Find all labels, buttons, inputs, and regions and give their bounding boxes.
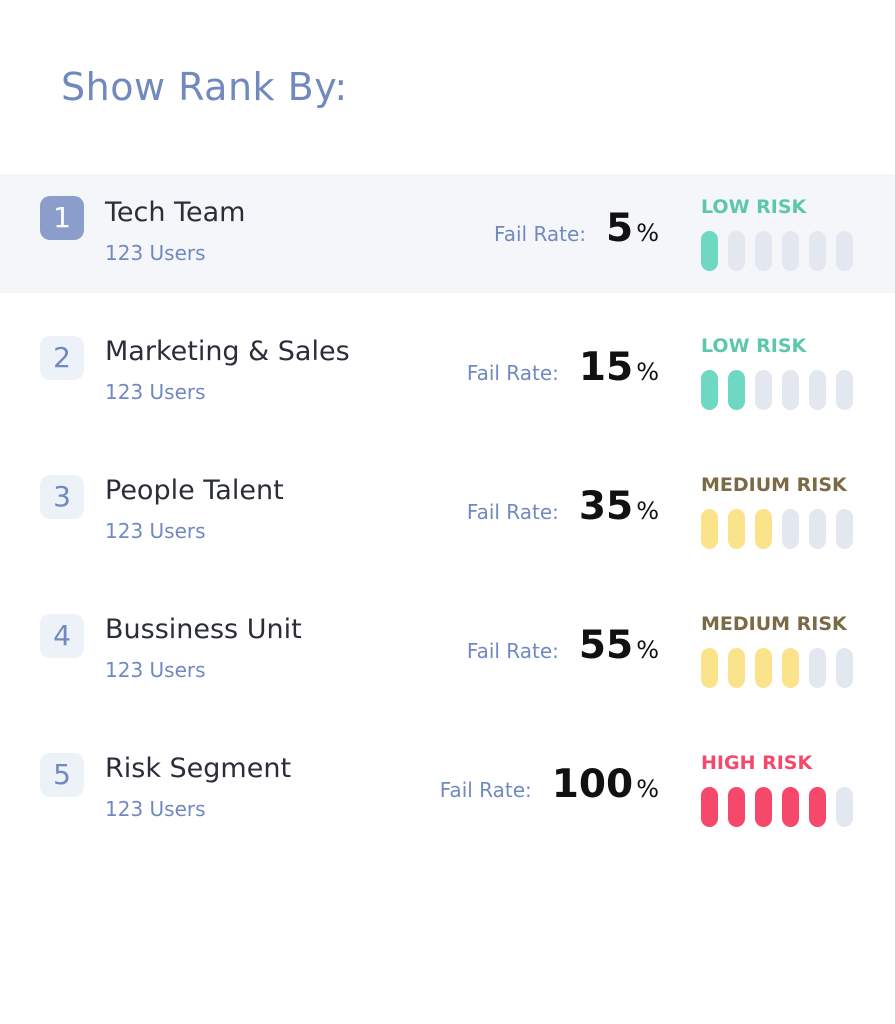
user-count: 123 Users bbox=[105, 241, 206, 265]
fail-rate-unit: % bbox=[636, 358, 659, 386]
fail-rate-label: Fail Rate: bbox=[466, 639, 559, 663]
risk-bar-empty bbox=[755, 370, 772, 410]
risk-bar-empty bbox=[728, 231, 745, 271]
rank-row-people-talent[interactable]: 3 People Talent 123 Users Fail Rate: 35 … bbox=[0, 452, 895, 571]
user-count: 123 Users bbox=[105, 380, 206, 404]
risk-bar-empty bbox=[809, 509, 826, 549]
fail-rate-label: Fail Rate: bbox=[466, 361, 559, 385]
fail-rate-value: 35 bbox=[578, 484, 634, 529]
risk-indicator: MEDIUM RISK bbox=[701, 473, 871, 549]
risk-bar-filled bbox=[728, 787, 745, 827]
risk-bar-filled bbox=[782, 648, 799, 688]
fail-rate-unit: % bbox=[636, 497, 659, 525]
risk-bar-filled bbox=[701, 787, 718, 827]
risk-level-label: MEDIUM RISK bbox=[701, 474, 847, 496]
user-count: 123 Users bbox=[105, 519, 206, 543]
fail-rate: Fail Rate: 35 % bbox=[467, 484, 659, 529]
risk-bar-filled bbox=[701, 370, 718, 410]
risk-indicator: LOW RISK bbox=[701, 334, 871, 410]
rank-row-risk-segment[interactable]: 5 Risk Segment 123 Users Fail Rate: 100 … bbox=[0, 730, 895, 849]
risk-bar-empty bbox=[809, 231, 826, 271]
rank-badge: 4 bbox=[40, 614, 84, 658]
rank-badge: 5 bbox=[40, 753, 84, 797]
risk-bar-filled bbox=[755, 648, 772, 688]
fail-rate-value: 15 bbox=[578, 345, 634, 390]
risk-bar-filled bbox=[755, 509, 772, 549]
segment-name: Bussiness Unit bbox=[105, 614, 302, 645]
risk-meter bbox=[701, 648, 861, 688]
risk-bar-empty bbox=[755, 231, 772, 271]
risk-bar-empty bbox=[809, 370, 826, 410]
risk-bar-filled bbox=[701, 648, 718, 688]
risk-bar-filled bbox=[809, 787, 826, 827]
fail-rate: Fail Rate: 5 % bbox=[494, 206, 659, 251]
risk-level-label: MEDIUM RISK bbox=[701, 613, 847, 635]
risk-bar-filled bbox=[755, 787, 772, 827]
fail-rate-value: 100 bbox=[551, 762, 634, 807]
fail-rate: Fail Rate: 55 % bbox=[467, 623, 659, 668]
user-count: 123 Users bbox=[105, 658, 206, 682]
risk-indicator: LOW RISK bbox=[701, 195, 871, 271]
segment-name: Marketing & Sales bbox=[105, 336, 350, 367]
fail-rate-label: Fail Rate: bbox=[439, 778, 532, 802]
risk-bar-filled bbox=[728, 648, 745, 688]
fail-rate-label: Fail Rate: bbox=[466, 500, 559, 524]
risk-bar-empty bbox=[836, 231, 853, 271]
segment-name: Risk Segment bbox=[105, 753, 292, 784]
risk-indicator: MEDIUM RISK bbox=[701, 612, 871, 688]
page-title: Show Rank By: bbox=[61, 65, 348, 109]
rank-badge: 1 bbox=[40, 196, 84, 240]
rank-row-marketing-sales[interactable]: 2 Marketing & Sales 123 Users Fail Rate:… bbox=[0, 313, 895, 432]
fail-rate-value: 5 bbox=[606, 206, 634, 251]
rank-row-bussiness-unit[interactable]: 4 Bussiness Unit 123 Users Fail Rate: 55… bbox=[0, 591, 895, 710]
risk-bar-empty bbox=[809, 648, 826, 688]
risk-meter bbox=[701, 787, 861, 827]
rank-badge: 3 bbox=[40, 475, 84, 519]
user-count: 123 Users bbox=[105, 797, 206, 821]
risk-meter bbox=[701, 370, 861, 410]
fail-rate-label: Fail Rate: bbox=[494, 222, 587, 246]
risk-level-label: LOW RISK bbox=[701, 196, 807, 218]
risk-bar-filled bbox=[728, 370, 745, 410]
segment-name: People Talent bbox=[105, 475, 284, 506]
risk-meter bbox=[701, 509, 861, 549]
rank-badge: 2 bbox=[40, 336, 84, 380]
risk-bar-empty bbox=[836, 509, 853, 549]
risk-bar-empty bbox=[836, 787, 853, 827]
fail-rate: Fail Rate: 100 % bbox=[440, 762, 659, 807]
risk-indicator: HIGH RISK bbox=[701, 751, 871, 827]
risk-level-label: HIGH RISK bbox=[701, 752, 813, 774]
risk-bar-filled bbox=[728, 509, 745, 549]
segment-name: Tech Team bbox=[105, 197, 246, 228]
fail-rate-value: 55 bbox=[578, 623, 634, 668]
risk-level-label: LOW RISK bbox=[701, 335, 807, 357]
rank-row-tech-team[interactable]: 1 Tech Team 123 Users Fail Rate: 5 % LOW… bbox=[0, 174, 895, 293]
risk-bar-empty bbox=[782, 509, 799, 549]
fail-rate-unit: % bbox=[636, 219, 659, 247]
risk-bar-empty bbox=[836, 370, 853, 410]
risk-bar-filled bbox=[701, 231, 718, 271]
fail-rate-unit: % bbox=[636, 775, 659, 803]
risk-bar-filled bbox=[701, 509, 718, 549]
risk-bar-empty bbox=[836, 648, 853, 688]
risk-bar-empty bbox=[782, 370, 799, 410]
fail-rate: Fail Rate: 15 % bbox=[467, 345, 659, 390]
fail-rate-unit: % bbox=[636, 636, 659, 664]
risk-bar-filled bbox=[782, 787, 799, 827]
risk-bar-empty bbox=[782, 231, 799, 271]
risk-meter bbox=[701, 231, 861, 271]
